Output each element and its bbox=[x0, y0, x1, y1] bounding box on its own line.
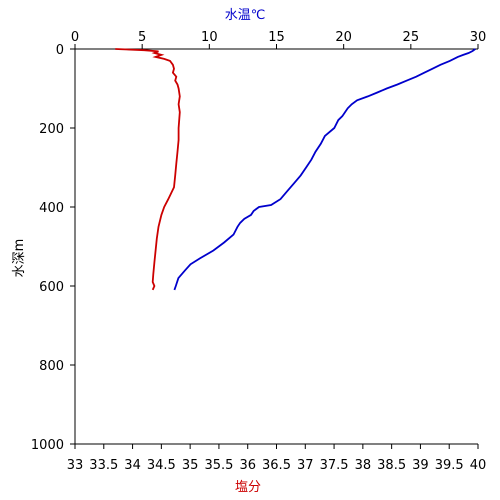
bottom-tick-label: 40 bbox=[470, 458, 487, 473]
bottom-tick-label: 35 bbox=[182, 458, 199, 473]
top-axis-title: 水温℃ bbox=[225, 8, 266, 23]
bottom-tick-label: 36 bbox=[239, 458, 256, 473]
top-tick-label: 5 bbox=[138, 30, 146, 45]
bottom-tick-label: 39 bbox=[412, 458, 429, 473]
y-axis-ticks: 0 200 400 600 800 1000 bbox=[31, 43, 75, 453]
top-tick-label: 0 bbox=[71, 30, 79, 45]
bottom-tick-label: 36.5 bbox=[262, 458, 291, 473]
temperature-series-line bbox=[173, 48, 476, 291]
bottom-tick-label: 34.5 bbox=[147, 458, 176, 473]
y-tick-label: 200 bbox=[39, 122, 64, 137]
top-tick-label: 30 bbox=[470, 30, 487, 45]
bottom-tick-label: 33 bbox=[67, 458, 84, 473]
top-tick-label: 15 bbox=[268, 30, 285, 45]
bottom-tick-label: 38 bbox=[355, 458, 372, 473]
bottom-axis-title: 塩分 bbox=[235, 480, 261, 495]
salinity-series-line bbox=[115, 48, 181, 291]
top-axis-ticks: 0 5 10 15 20 25 30 bbox=[71, 30, 486, 49]
y-tick-label: 600 bbox=[39, 280, 64, 295]
bottom-tick-label: 35.5 bbox=[204, 458, 233, 473]
y-tick-label: 400 bbox=[39, 201, 64, 216]
bottom-tick-label: 37 bbox=[297, 458, 314, 473]
y-tick-label: 800 bbox=[39, 359, 64, 374]
bottom-tick-label: 34 bbox=[124, 458, 141, 473]
y-tick-label: 1000 bbox=[31, 438, 64, 453]
bottom-tick-label: 33.5 bbox=[89, 458, 118, 473]
top-tick-label: 25 bbox=[403, 30, 420, 45]
top-tick-label: 20 bbox=[335, 30, 352, 45]
bottom-tick-label: 39.5 bbox=[435, 458, 464, 473]
bottom-tick-label: 37.5 bbox=[320, 458, 349, 473]
y-axis-title: 水深m bbox=[12, 239, 27, 278]
y-tick-label: 0 bbox=[56, 43, 64, 58]
top-tick-label: 10 bbox=[201, 30, 218, 45]
bottom-tick-label: 38.5 bbox=[377, 458, 406, 473]
bottom-axis-ticks: 33 33.5 34 34.5 35 35.5 36 36.5 37 37.5 38 38.5 39 39… bbox=[67, 444, 487, 473]
